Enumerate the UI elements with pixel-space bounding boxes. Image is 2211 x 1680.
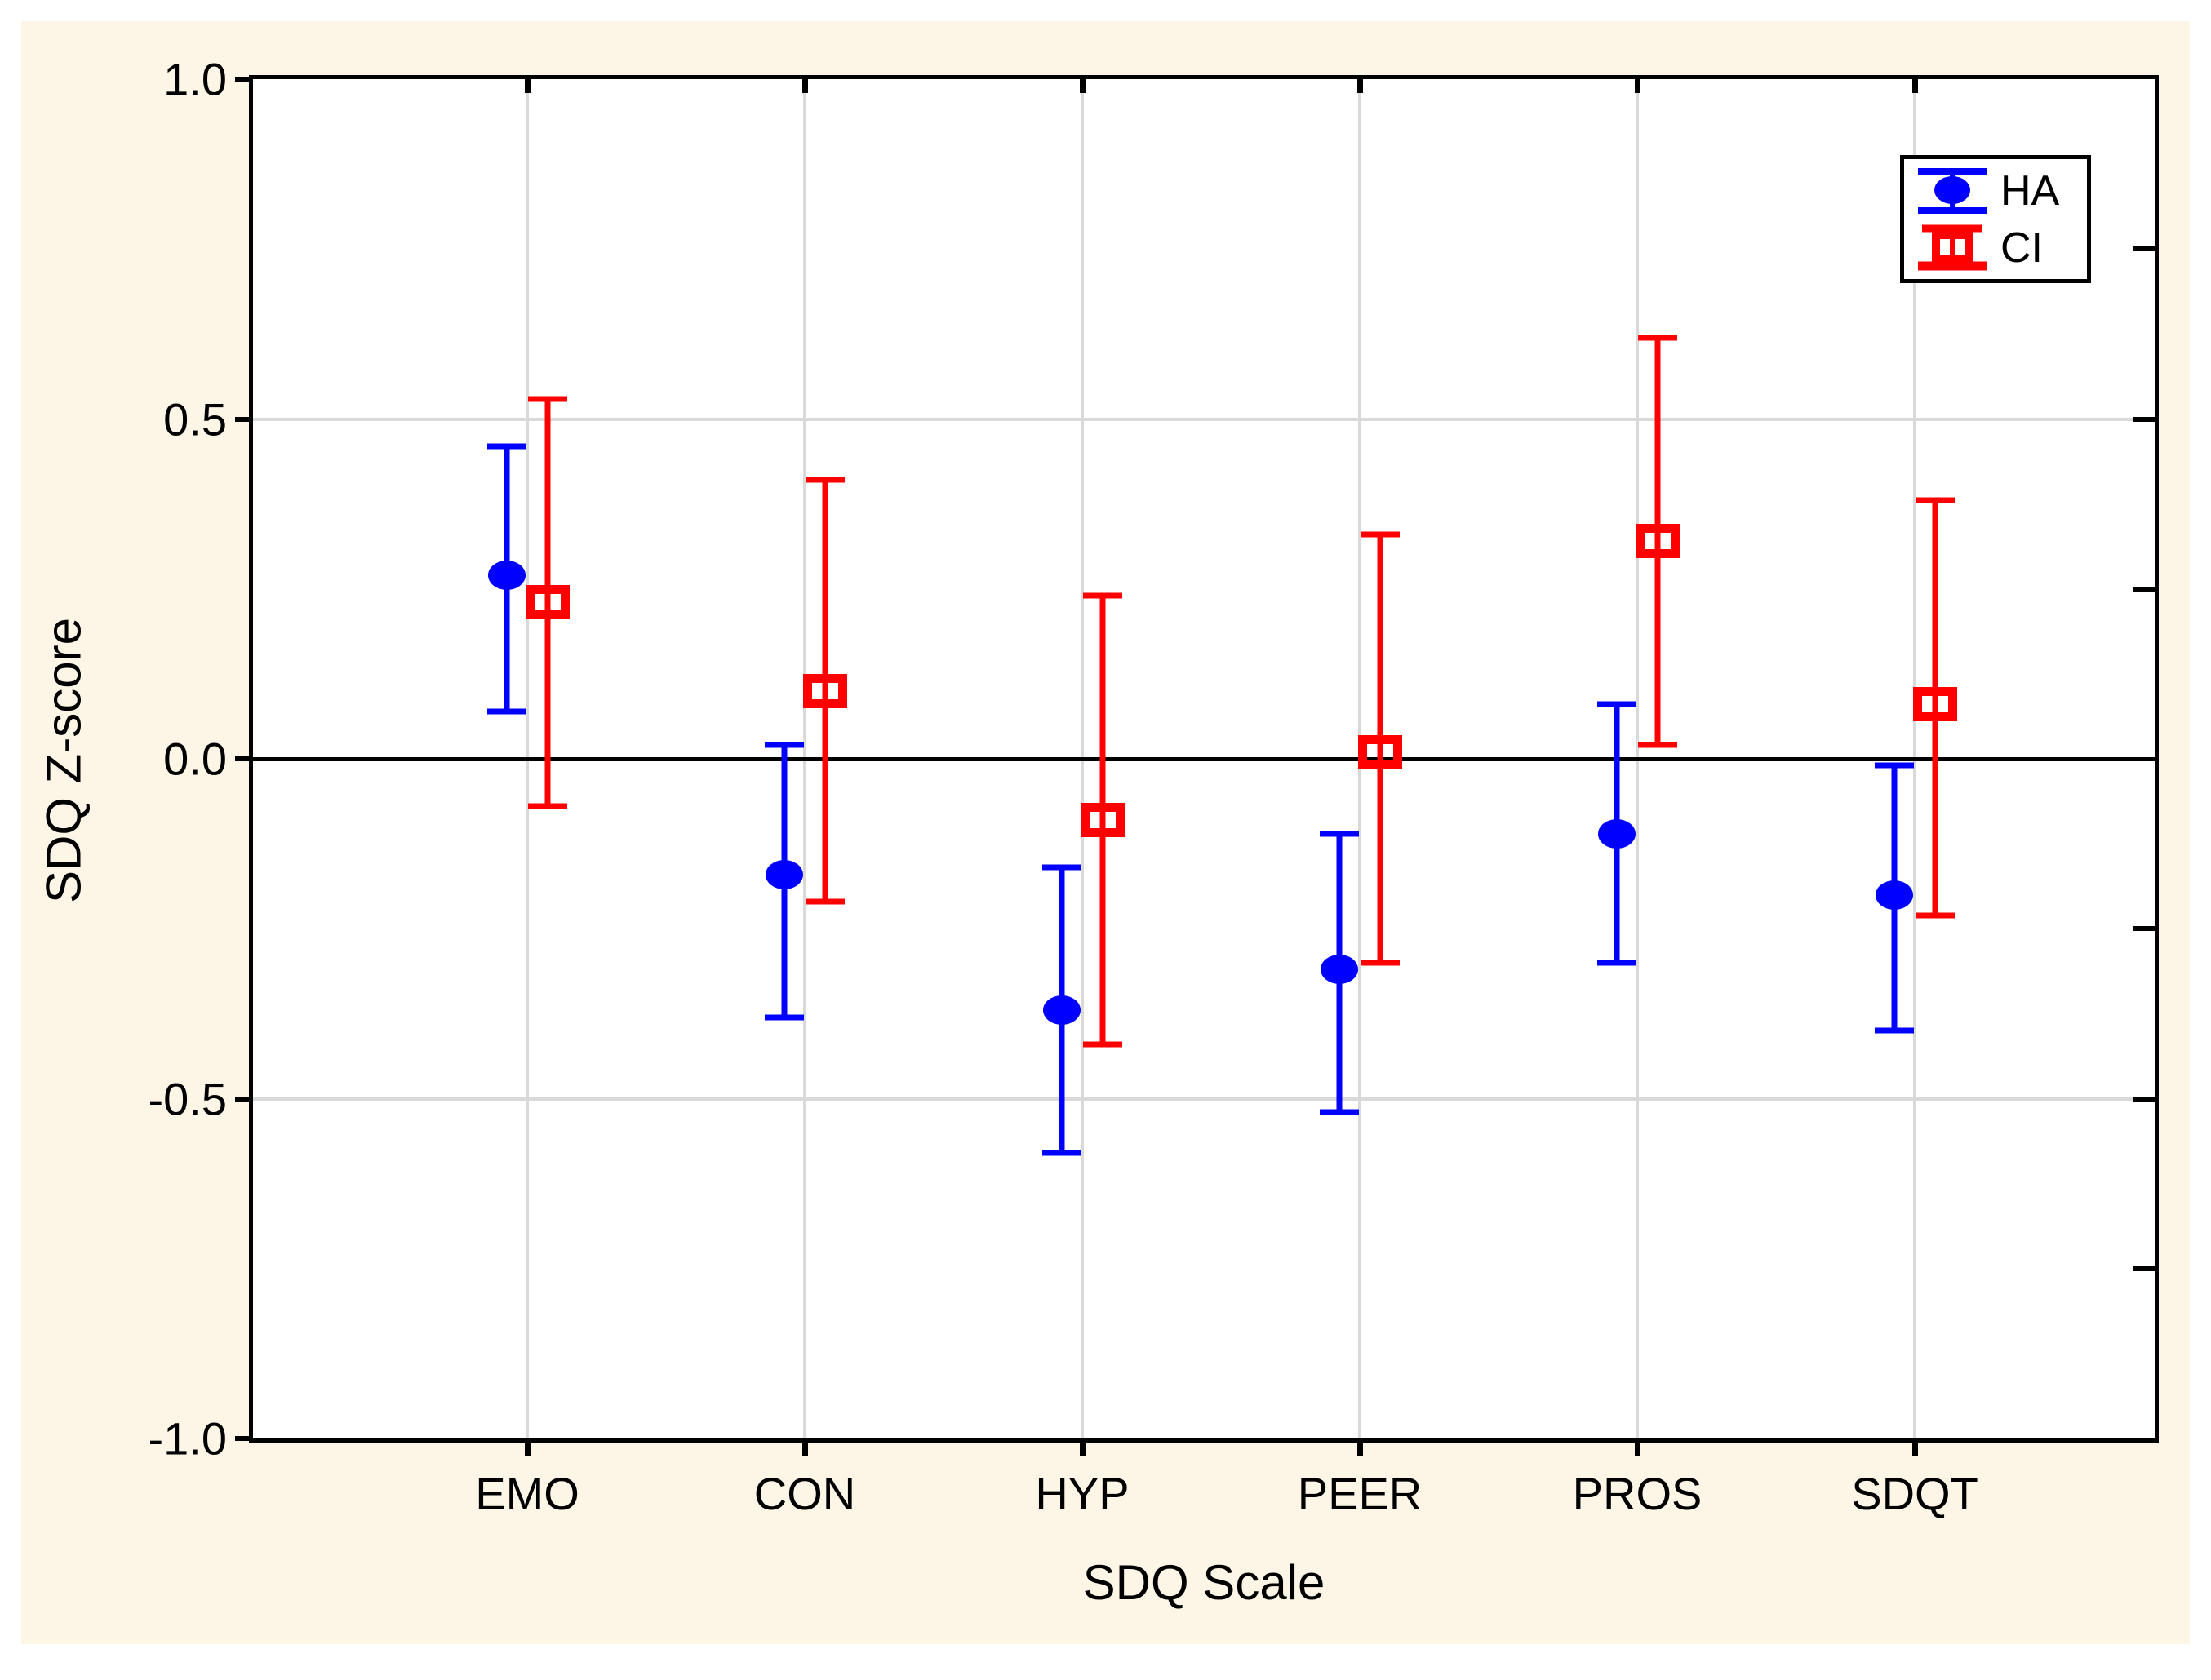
ci-cap-upper-hyp bbox=[1083, 592, 1122, 599]
y-tick-label-3: -0.5 bbox=[148, 1073, 228, 1124]
ci-cap-upper-sdqt bbox=[1916, 497, 1955, 503]
ci-cap-upper-peer bbox=[1361, 531, 1400, 538]
ha-cap-upper-emo bbox=[487, 443, 526, 450]
ci-cap-lower-hyp bbox=[1083, 1041, 1122, 1048]
legend-label-ha: HA bbox=[2000, 166, 2060, 215]
ci-cap-upper-emo bbox=[528, 396, 567, 401]
ha-cap-lower-hyp bbox=[1042, 1150, 1081, 1156]
y-tick-1 bbox=[235, 416, 253, 422]
x-tick-label-pros: PROS bbox=[1572, 1468, 1703, 1519]
bottom-tick-pros bbox=[1635, 1438, 1640, 1456]
ha-cap-upper-hyp bbox=[1042, 864, 1081, 871]
ci-point-emo bbox=[526, 585, 570, 620]
ha-point-peer bbox=[1321, 955, 1358, 985]
top-tick-hyp bbox=[1080, 79, 1086, 93]
zero-reference-line bbox=[253, 757, 2155, 761]
ci-errorbar-con bbox=[822, 480, 828, 902]
bottom-tick-sdqt bbox=[1912, 1438, 1918, 1456]
ci-point-sdqt bbox=[1913, 687, 1957, 722]
ci-cap-lower-pros bbox=[1638, 742, 1677, 748]
ha-point-pros bbox=[1598, 818, 1636, 849]
ha-point-con bbox=[766, 859, 803, 889]
top-tick-sdqt bbox=[1912, 79, 1918, 93]
ha-point-hyp bbox=[1043, 995, 1081, 1026]
legend-label-ci: CI bbox=[2000, 224, 2043, 272]
x-tick-label-sdqt: SDQT bbox=[1851, 1468, 1978, 1519]
ha-cap-lower-peer bbox=[1320, 1109, 1359, 1115]
x-tick-label-peer: PEER bbox=[1297, 1468, 1423, 1519]
y-tick-label-0: 1.0 bbox=[163, 53, 227, 105]
ci-point-hyp bbox=[1081, 802, 1125, 837]
legend-row-ha: HA bbox=[1916, 164, 2087, 218]
ci-errorbar-square-icon bbox=[1918, 224, 1987, 270]
y-tick-0 bbox=[235, 77, 253, 82]
ci-errorbar-pros bbox=[1654, 337, 1661, 746]
ha-cap-lower-con bbox=[765, 1014, 804, 1021]
y-minor-tick-right-5 bbox=[2133, 1266, 2155, 1271]
ha-point-sdqt bbox=[1876, 880, 1913, 910]
top-tick-peer bbox=[1357, 79, 1363, 93]
y-minor-tick-right-2 bbox=[2133, 586, 2155, 592]
ha-cap-upper-pros bbox=[1597, 701, 1636, 707]
ci-point-con bbox=[803, 673, 847, 708]
ha-cap-lower-sdqt bbox=[1875, 1027, 1914, 1034]
y-minor-tick-right-4 bbox=[2133, 1096, 2155, 1102]
gridline-h-1 bbox=[253, 1097, 2155, 1101]
x-tick-label-hyp: HYP bbox=[1035, 1468, 1130, 1519]
ha-cap-upper-con bbox=[765, 742, 804, 748]
y-tick-label-1: 0.5 bbox=[163, 393, 227, 445]
y-tick-label-2: 0.0 bbox=[163, 733, 227, 785]
bottom-tick-peer bbox=[1357, 1438, 1363, 1456]
ci-errorbar-sdqt bbox=[1932, 500, 1938, 915]
y-minor-tick-right-3 bbox=[2133, 926, 2155, 932]
ci-point-pros bbox=[1636, 524, 1680, 559]
y-tick-4 bbox=[235, 1436, 253, 1441]
top-tick-pros bbox=[1635, 79, 1640, 93]
ci-cap-lower-peer bbox=[1361, 960, 1400, 966]
legend: HA CI bbox=[1900, 155, 2091, 283]
ci-errorbar-emo bbox=[544, 398, 551, 807]
ci-cap-lower-emo bbox=[528, 803, 567, 809]
y-tick-label-4: -1.0 bbox=[148, 1412, 228, 1465]
top-tick-con bbox=[802, 79, 808, 93]
ci-cap-upper-pros bbox=[1638, 335, 1677, 341]
gridline-h-0 bbox=[253, 417, 2155, 421]
ci-point-peer bbox=[1358, 734, 1402, 769]
y-minor-tick-right-0 bbox=[2133, 246, 2155, 252]
ci-cap-lower-con bbox=[806, 898, 845, 905]
ci-errorbar-peer bbox=[1377, 534, 1383, 963]
legend-row-ci: CI bbox=[1916, 221, 2087, 275]
y-minor-tick-right-1 bbox=[2133, 416, 2155, 422]
ci-cap-lower-sdqt bbox=[1916, 912, 1955, 919]
ha-cap-upper-peer bbox=[1320, 831, 1359, 837]
top-tick-emo bbox=[525, 79, 531, 93]
ha-errorbar-circle-icon bbox=[1918, 167, 1987, 214]
bottom-tick-hyp bbox=[1080, 1438, 1086, 1456]
bottom-tick-emo bbox=[525, 1438, 531, 1456]
ha-cap-upper-sdqt bbox=[1875, 762, 1914, 769]
bottom-tick-con bbox=[802, 1438, 808, 1456]
x-tick-label-con: CON bbox=[753, 1468, 856, 1519]
x-axis-title: SDQ Scale bbox=[1082, 1555, 1325, 1610]
x-tick-label-emo: EMO bbox=[475, 1468, 579, 1519]
ha-cap-lower-pros bbox=[1597, 960, 1636, 966]
y-tick-2 bbox=[235, 756, 253, 761]
y-tick-3 bbox=[235, 1096, 253, 1102]
ci-errorbar-hyp bbox=[1099, 596, 1106, 1044]
ha-point-emo bbox=[488, 561, 526, 591]
ci-cap-upper-con bbox=[806, 477, 845, 483]
ha-cap-lower-emo bbox=[487, 708, 526, 715]
